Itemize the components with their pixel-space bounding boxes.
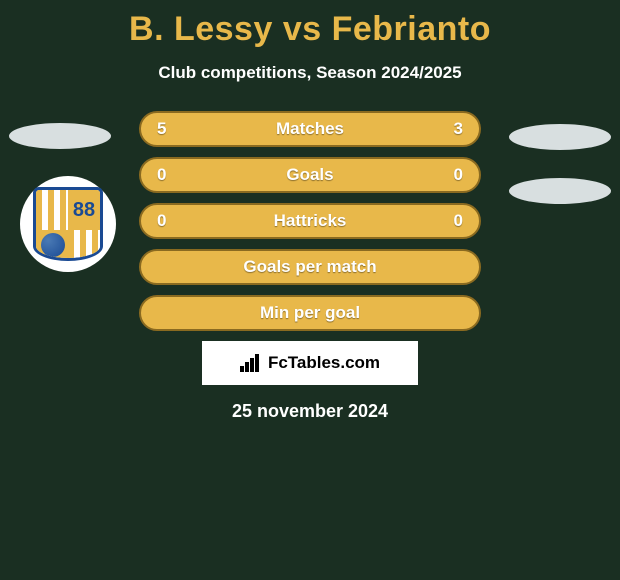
stat-label: Matches bbox=[276, 119, 344, 139]
bar-chart-icon bbox=[240, 354, 262, 372]
stat-right-value: 3 bbox=[454, 119, 463, 139]
stat-row-goals: 0 Goals 0 bbox=[139, 157, 481, 193]
stat-label: Goals bbox=[286, 165, 333, 185]
shield-icon: 88 bbox=[33, 187, 103, 261]
stat-right-value: 0 bbox=[454, 211, 463, 231]
stats-container: 5 Matches 3 0 Goals 0 0 Hattricks 0 Goal… bbox=[139, 111, 481, 331]
stat-label: Hattricks bbox=[274, 211, 347, 231]
subtitle: Club competitions, Season 2024/2025 bbox=[0, 63, 620, 83]
watermark: FcTables.com bbox=[202, 341, 418, 385]
date-text: 25 november 2024 bbox=[0, 401, 620, 422]
stat-label: Goals per match bbox=[243, 257, 376, 277]
page-title: B. Lessy vs Febrianto bbox=[0, 0, 620, 49]
stat-label: Min per goal bbox=[260, 303, 360, 323]
stat-row-matches: 5 Matches 3 bbox=[139, 111, 481, 147]
player-right-placeholder-2 bbox=[509, 178, 611, 204]
player-right-placeholder-1 bbox=[509, 124, 611, 150]
stat-right-value: 0 bbox=[454, 165, 463, 185]
player-left-placeholder bbox=[9, 123, 111, 149]
stat-row-min-per-goal: Min per goal bbox=[139, 295, 481, 331]
stat-left-value: 5 bbox=[157, 119, 166, 139]
stat-row-goals-per-match: Goals per match bbox=[139, 249, 481, 285]
stat-left-value: 0 bbox=[157, 165, 166, 185]
stat-left-value: 0 bbox=[157, 211, 166, 231]
stat-row-hattricks: 0 Hattricks 0 bbox=[139, 203, 481, 239]
watermark-text: FcTables.com bbox=[268, 353, 380, 373]
shield-number: 88 bbox=[68, 190, 100, 230]
club-logo: 88 bbox=[20, 176, 116, 272]
